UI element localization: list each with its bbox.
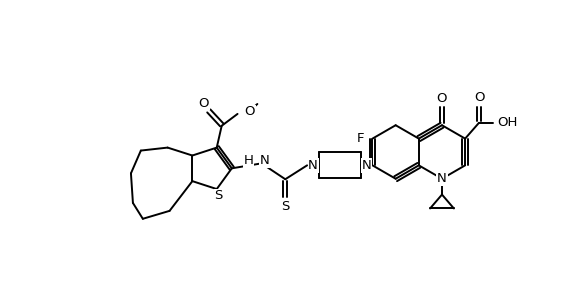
Text: O: O (199, 97, 209, 110)
Text: N: N (437, 172, 447, 185)
Text: S: S (214, 190, 223, 202)
Text: O: O (245, 105, 255, 119)
Text: N: N (361, 159, 371, 172)
Text: N: N (259, 154, 269, 167)
Text: O: O (474, 92, 484, 104)
Text: F: F (357, 132, 364, 145)
Text: S: S (281, 200, 290, 214)
Text: OH: OH (497, 116, 517, 129)
Text: N: N (308, 159, 318, 172)
Text: H: H (244, 154, 253, 167)
Text: O: O (437, 92, 447, 105)
